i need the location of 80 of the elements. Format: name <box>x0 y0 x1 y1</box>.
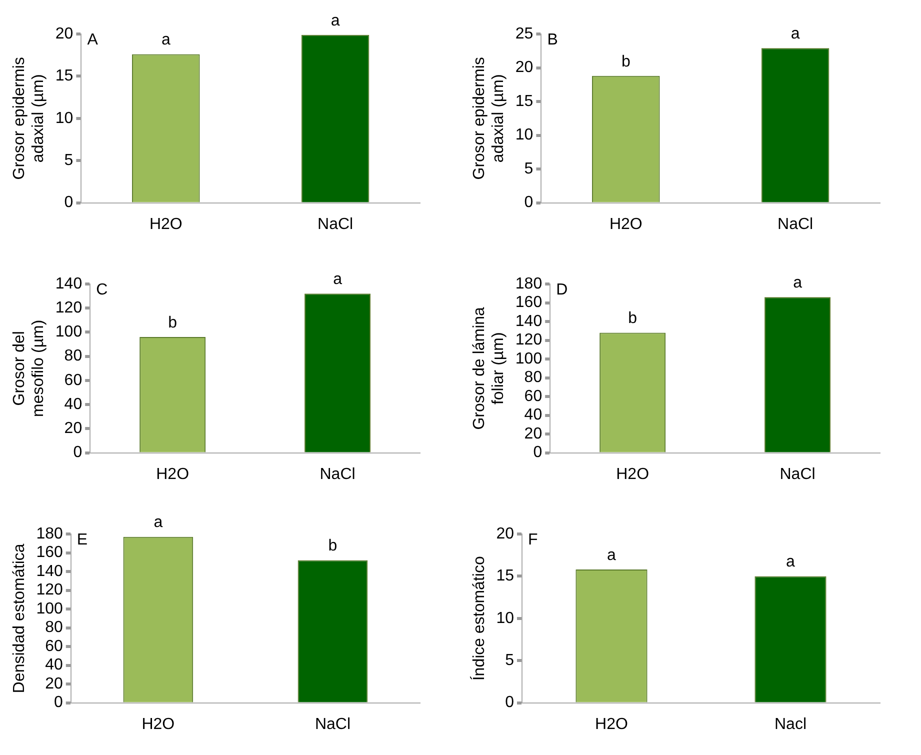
x-tick-label: NaCl <box>778 216 814 233</box>
y-tick-label: 15 <box>515 92 534 110</box>
annotation: a <box>793 274 802 292</box>
y-tick-label: 180 <box>515 275 542 292</box>
y-tick-label: 20 <box>55 25 74 42</box>
y-tick-label: 5 <box>64 152 74 170</box>
y-tick-label: 15 <box>55 68 74 85</box>
x-tick-label: Nacl <box>774 716 807 733</box>
y-tick-label: 60 <box>64 372 82 389</box>
y-tick-label: 0 <box>505 694 514 712</box>
annotation: E <box>76 531 88 548</box>
y-tick-label: 40 <box>45 656 63 674</box>
y-tick-label: 20 <box>496 525 514 542</box>
y-tick-label: 160 <box>515 294 542 312</box>
annotation: B <box>547 31 558 48</box>
y-tick-label: 100 <box>36 600 63 618</box>
y-tick-label: 140 <box>515 312 542 330</box>
x-tick-label: NaCl <box>314 716 351 733</box>
annotation: b <box>328 538 338 555</box>
annotation: F <box>528 531 538 548</box>
annotation: b <box>621 53 630 70</box>
y-tick-label: 40 <box>64 396 82 413</box>
y-tick-label: 10 <box>496 610 514 627</box>
annotation: a <box>333 271 342 288</box>
y-tick-label: 0 <box>73 444 82 462</box>
y-axis-title: Índice estomático <box>470 556 488 681</box>
y-tick-label: 5 <box>505 652 514 670</box>
annotation: b <box>628 310 638 328</box>
x-tick-label: NaCl <box>780 466 816 483</box>
y-tick-label: 160 <box>36 544 63 562</box>
x-tick-label: H2O <box>595 716 628 733</box>
x-tick-label: NaCl <box>320 466 356 483</box>
annotation: a <box>154 514 163 532</box>
y-tick-label: 0 <box>524 194 534 212</box>
y-axis-title: Grosor epidermis adaxial (µm) <box>11 57 48 180</box>
y-tick-label: 180 <box>36 525 63 542</box>
annotation: b <box>168 314 178 332</box>
annotation: a <box>786 554 796 571</box>
y-tick-label: 10 <box>515 126 534 144</box>
x-tick-label: H2O <box>142 716 175 733</box>
y-tick-label: 0 <box>54 694 63 712</box>
x-tick-label: H2O <box>609 216 642 233</box>
y-tick-label: 5 <box>524 160 534 178</box>
y-axis-title: Grosor del mesofilo (µm) <box>11 320 48 418</box>
y-tick-label: 0 <box>64 194 74 212</box>
y-tick-label: 140 <box>55 275 82 292</box>
y-tick-label: 0 <box>533 444 542 462</box>
y-tick-label: 100 <box>515 350 542 368</box>
y-tick-label: 20 <box>524 425 542 442</box>
y-tick-label: 20 <box>45 675 63 692</box>
y-tick-label: 20 <box>515 59 534 76</box>
y-tick-label: 15 <box>496 568 514 585</box>
y-tick-label: 120 <box>55 300 82 317</box>
y-tick-label: 40 <box>524 406 542 424</box>
y-tick-label: 80 <box>524 369 542 386</box>
y-tick-label: 10 <box>55 110 74 127</box>
y-tick-label: 140 <box>36 562 63 580</box>
y-tick-label: 60 <box>524 388 542 405</box>
y-axis-title: Densidad estomática <box>11 544 28 694</box>
y-axis-title: Grosor de lámina foliar (µm) <box>471 306 508 430</box>
x-tick-label: H2O <box>149 216 182 233</box>
x-tick-label: H2O <box>616 466 650 483</box>
annotation: a <box>790 26 800 43</box>
y-tick-label: 120 <box>36 582 63 599</box>
y-tick-label: 120 <box>515 332 542 349</box>
y-tick-label: 20 <box>64 420 82 438</box>
annotation: a <box>161 32 170 49</box>
annotation: a <box>330 12 340 30</box>
y-tick-label: 80 <box>45 619 63 636</box>
y-tick-label: 80 <box>64 348 82 365</box>
annotation: C <box>96 281 108 298</box>
x-tick-label: H2O <box>156 466 190 483</box>
x-tick-label: NaCl <box>318 216 354 233</box>
y-axis-title: Grosor epidermis adaxial (µm) <box>471 57 508 180</box>
annotation: a <box>607 546 616 564</box>
y-tick-label: 100 <box>55 324 82 341</box>
y-tick-label: 60 <box>45 638 63 655</box>
annotation: A <box>87 31 98 48</box>
annotation: D <box>556 281 568 298</box>
y-tick-label: 25 <box>515 25 534 42</box>
